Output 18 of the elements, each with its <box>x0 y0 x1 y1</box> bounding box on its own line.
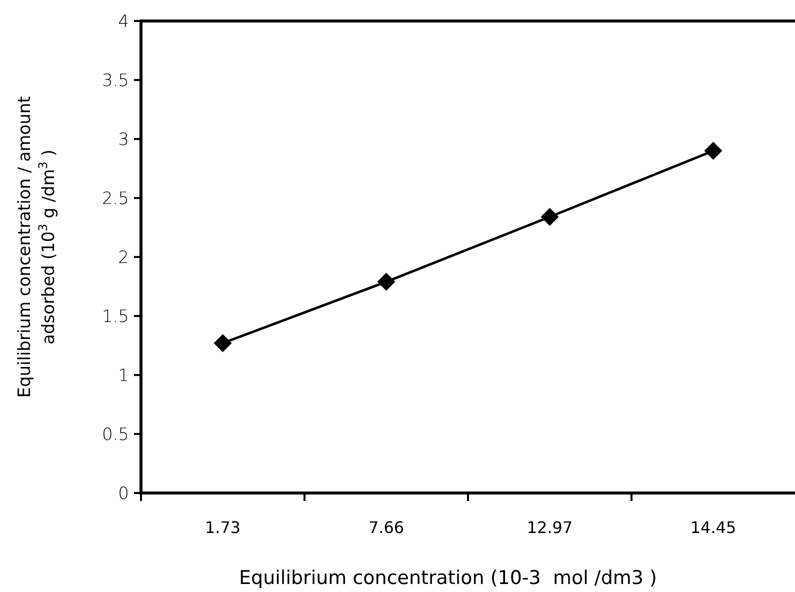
y-tick-label: 2.5 <box>102 188 129 209</box>
point <box>704 142 722 160</box>
y-tick-label: 1.5 <box>102 306 129 327</box>
point <box>377 272 396 291</box>
y-tick-label: 4 <box>118 12 129 32</box>
y-tick-label: 0 <box>118 484 129 504</box>
x-tick-label: 7.66 <box>368 518 404 537</box>
y-tick-label: 1 <box>118 366 129 386</box>
point <box>540 208 559 226</box>
x-tick-label: 1.73 <box>204 518 241 537</box>
x-tick-label: 14.45 <box>690 518 736 537</box>
x-tick-label: 12.97 <box>526 518 573 537</box>
y-tick-label: 0.5 <box>102 424 129 445</box>
y-tick-label: 3.5 <box>102 70 129 91</box>
y-tick-label: 3 <box>118 130 129 150</box>
y-tick-label: 2 <box>118 248 129 268</box>
point <box>214 334 232 352</box>
x-axis-title: Equilibrium concentration (10-3 mol /dm3 ) <box>239 567 657 589</box>
